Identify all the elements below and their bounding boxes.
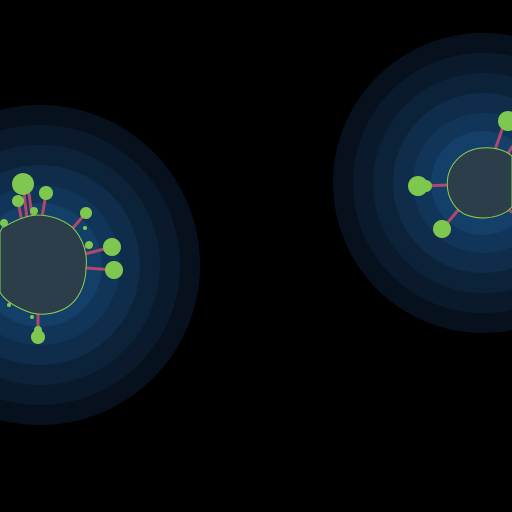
nutrient-blob[interactable] [85,241,93,249]
nutrient-blob[interactable] [0,219,8,227]
cell-left-body[interactable] [0,214,87,315]
nutrient-blob[interactable] [31,330,45,344]
nutrient-blob[interactable] [7,303,11,307]
cell-right[interactable] [333,33,512,333]
nutrient-blob[interactable] [105,261,123,279]
nutrient-blob[interactable] [498,111,512,131]
cell-left-nutrients [0,173,123,344]
nutrient-blob[interactable] [12,195,24,207]
cell-left[interactable] [0,105,200,425]
nutrient-blob[interactable] [103,238,121,256]
cell-right-body[interactable] [446,147,512,219]
nutrient-blob[interactable] [30,207,38,215]
nutrient-blob[interactable] [12,173,34,195]
cell-right-nutrients [408,111,512,238]
nutrient-blob[interactable] [433,220,451,238]
nutrient-blob[interactable] [39,186,53,200]
nutrient-blob[interactable] [83,226,87,230]
nutrient-blob[interactable] [420,180,432,192]
nutrient-blob[interactable] [34,326,42,334]
nutrient-blob[interactable] [30,315,34,319]
nutrient-blob[interactable] [80,207,92,219]
